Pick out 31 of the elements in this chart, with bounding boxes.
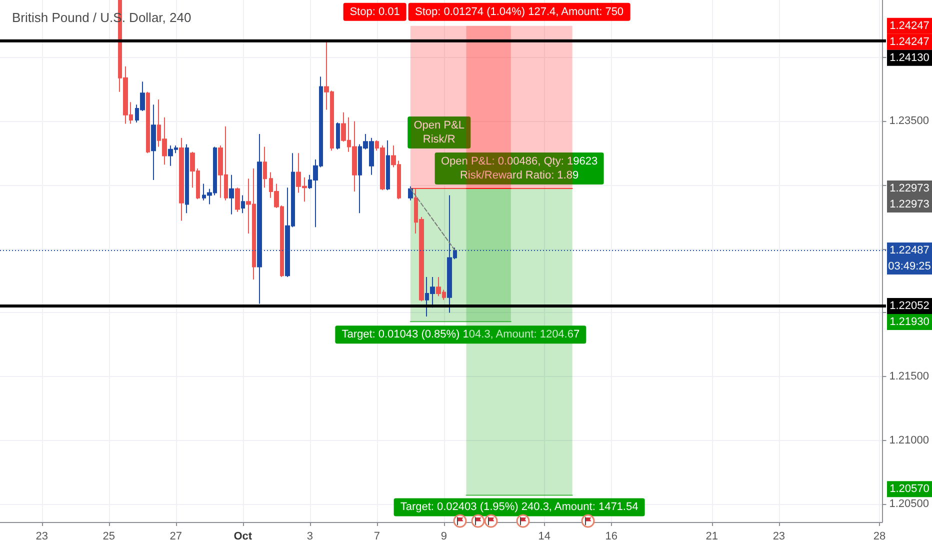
ref-line-label: 1.22052 [890, 300, 930, 312]
x-tick-label: 14 [538, 530, 551, 542]
x-tick-label: 16 [605, 530, 618, 542]
annotation: Open P&L: 0.00486, Qty: 19623 Risk/Reward Ratio: 1.89 [441, 156, 598, 182]
annotation: Stop: 0.01274 (1.04%) 127.4, Amount: 750 [415, 6, 624, 18]
text: 1.24247 [890, 20, 930, 32]
text: 1.24247 [890, 36, 930, 48]
ref-line-label: 1.22487 03:49:25 [888, 244, 931, 273]
x-tick-label: 23 [772, 530, 786, 542]
y-tick-label: 1.21000 [889, 434, 930, 446]
y-tick-label: 1.20500 [889, 498, 930, 510]
x-tick-label: 25 [102, 530, 116, 542]
x-tick-label: 3 [306, 530, 313, 542]
x-tick-label: 23 [36, 530, 48, 542]
x-tick-label: Oct [234, 530, 252, 542]
y-tick-label: 1.23500 [889, 115, 930, 128]
annotation: Target: 0.02403 (1.95%) 240.3, Amount: 1471.54 [400, 501, 638, 514]
x-tick-label: 21 [706, 530, 718, 542]
x-tick-label: 28 [873, 530, 886, 542]
annotation: Open P&L Risk/R [414, 120, 464, 146]
ref-line-label: 1.24130 [890, 52, 930, 64]
text: 1.22973 [890, 198, 930, 211]
x-tick-label: 27 [170, 530, 182, 542]
text: 1.22973 [890, 182, 930, 195]
y-tick-label: 1.21500 [889, 370, 930, 383]
annotation: Stop: 0.01 [350, 6, 400, 18]
text: 1.21930 [890, 316, 930, 328]
annotation: Target: 0.01043 (0.85%) 104.3, Amount: 1204.67 [342, 328, 580, 341]
text: 1.20570 [890, 483, 930, 496]
x-tick-label: 9 [440, 530, 447, 542]
x-tick-label: 7 [374, 530, 380, 542]
